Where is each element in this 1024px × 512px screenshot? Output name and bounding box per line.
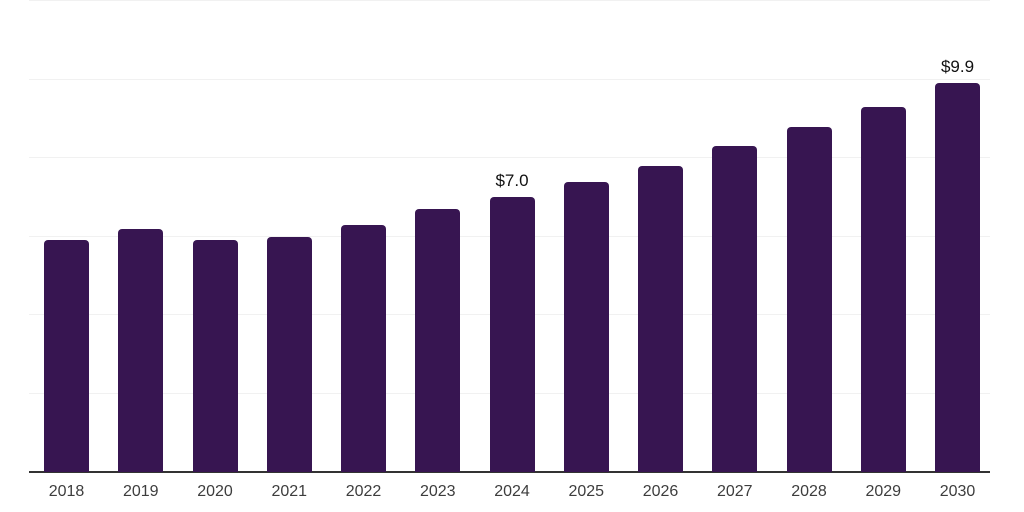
x-tick-label-2018: 2018 — [48, 483, 85, 500]
x-tick-label-2030: 2030 — [939, 483, 976, 500]
x-tick-label-2020: 2020 — [197, 483, 233, 500]
x-tick-label-2026: 2026 — [642, 483, 679, 500]
x-axis-line — [29, 471, 990, 473]
bar-2023 — [415, 209, 461, 472]
bar-2024 — [489, 197, 535, 472]
gridline — [29, 78, 990, 80]
bar-2025 — [563, 181, 609, 472]
bar-2021 — [266, 236, 312, 472]
gridline — [29, 157, 990, 158]
x-tick-label-2027: 2027 — [716, 483, 753, 500]
gridline — [29, 0, 990, 1]
x-tick-label-2028: 2028 — [791, 483, 827, 500]
x-tick-label-2023: 2023 — [419, 483, 456, 500]
x-tick-label-2025: 2025 — [568, 483, 605, 500]
bar-2029 — [860, 106, 906, 472]
bar-2027 — [712, 146, 758, 472]
x-tick-label-2029: 2029 — [865, 483, 902, 500]
bar-2020 — [192, 240, 238, 472]
x-tick-label-2022: 2022 — [345, 483, 382, 500]
bar-value-label-2030: $9.9 — [940, 57, 975, 77]
bar-2018 — [44, 240, 89, 472]
bar-value-label-2024: $7.0 — [495, 171, 529, 191]
bar-2019 — [118, 228, 164, 472]
bar-2030 — [935, 83, 980, 472]
x-tick-label-2019: 2019 — [122, 483, 159, 500]
x-tick-label-2024: 2024 — [494, 483, 530, 500]
bar-2026 — [638, 165, 683, 472]
bar-2028 — [786, 126, 832, 472]
bar-2022 — [341, 224, 386, 472]
x-tick-label-2021: 2021 — [271, 483, 308, 500]
